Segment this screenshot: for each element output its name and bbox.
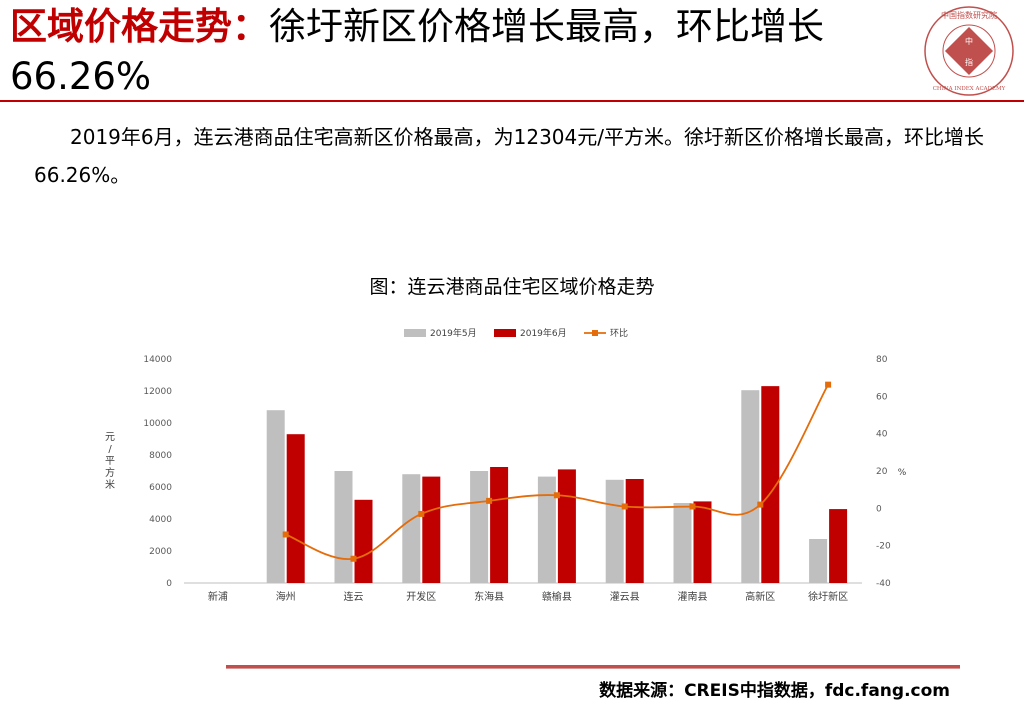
bar-june	[761, 386, 780, 583]
mom-marker	[689, 503, 696, 510]
y-tick-label: 6000	[149, 483, 172, 493]
bar-may	[741, 390, 760, 583]
page-title-rest: 徐圩新区价格增长最高，环比增长66.26%	[10, 5, 824, 98]
bar-june	[354, 499, 373, 583]
bar-june	[490, 467, 509, 583]
y2-tick-label: -40	[876, 579, 891, 589]
legend-label: 2019年5月	[430, 327, 477, 339]
x-tick-label: 徐圩新区	[808, 590, 848, 603]
svg-text:中: 中	[965, 36, 973, 46]
svg-text:指: 指	[965, 57, 973, 67]
x-tick-label: 赣榆县	[542, 590, 572, 603]
legend-swatch	[404, 329, 426, 337]
y-tick-label: 8000	[149, 451, 172, 461]
svg-text:中国指数研究院: 中国指数研究院	[941, 10, 997, 20]
y-tick-label: 14000	[143, 355, 172, 365]
bar-may	[470, 471, 489, 583]
legend-swatch	[494, 329, 516, 337]
mom-marker	[282, 531, 289, 538]
bar-june	[829, 509, 848, 583]
bar-may	[673, 503, 692, 583]
legend-marker	[592, 330, 598, 336]
x-tick-label: 新浦	[208, 590, 228, 603]
bar-may	[266, 410, 285, 583]
bar-june	[557, 469, 576, 583]
y-tick-label: 2000	[149, 547, 172, 557]
y-axis-label-char: 米	[105, 478, 115, 491]
page-title-highlight: 区域价格走势：	[10, 5, 269, 48]
footer-divider	[226, 665, 960, 668]
y-tick-label: 0	[166, 579, 172, 589]
y-axis-label-char: 元	[105, 432, 115, 443]
y2-tick-label: 60	[876, 392, 888, 402]
mom-line	[285, 384, 829, 560]
bar-june	[625, 479, 644, 583]
x-tick-label: 灌云县	[610, 591, 640, 603]
data-source: 数据来源：CREIS中指数据，fdc.fang.com	[599, 681, 950, 701]
mom-marker	[418, 510, 425, 517]
footer-divider-shadow	[226, 668, 960, 669]
bar-june	[286, 434, 305, 583]
y-axis-label-char: 方	[105, 466, 115, 479]
x-tick-label: 灌南县	[678, 590, 708, 603]
summary-paragraph: 2019年6月，连云港商品住宅高新区价格最高，为12304元/平方米。徐圩新区价…	[34, 125, 984, 187]
y-tick-label: 10000	[143, 419, 172, 429]
legend-label: 环比	[610, 327, 628, 339]
y2-tick-label: 0	[876, 504, 882, 514]
mom-marker	[486, 497, 493, 504]
y-axis-label-char: 平	[105, 456, 115, 467]
bar-may	[334, 471, 353, 583]
bar-may	[537, 476, 556, 583]
y2-axis-label: %	[898, 468, 907, 478]
x-tick-label: 高新区	[745, 590, 775, 603]
mom-marker	[621, 503, 628, 510]
x-tick-label: 开发区	[406, 590, 436, 603]
page-title: 区域价格走势：徐圩新区价格增长最高，环比增长66.26%	[10, 2, 910, 102]
chart-title: 图：连云港商品住宅区域价格走势	[369, 276, 655, 298]
mom-marker	[757, 501, 764, 508]
mom-marker	[553, 492, 560, 499]
y2-tick-label: 80	[876, 355, 888, 365]
y-tick-label: 4000	[149, 515, 172, 525]
x-tick-label: 连云	[344, 590, 364, 603]
y-axis-label-char: /	[108, 444, 112, 455]
bar-may	[605, 479, 624, 583]
mom-marker	[825, 381, 832, 388]
y2-tick-label: -20	[876, 542, 891, 552]
mom-marker	[350, 555, 357, 562]
academy-logo: 中 指 中国指数研究院 CHINA INDEX ACADEMY	[924, 6, 1014, 96]
x-tick-label: 东海县	[474, 590, 504, 603]
y-tick-label: 12000	[143, 387, 172, 397]
bar-june	[693, 501, 712, 583]
bar-june	[422, 476, 441, 583]
svg-text:CHINA INDEX ACADEMY: CHINA INDEX ACADEMY	[933, 86, 1006, 92]
y2-tick-label: 40	[876, 430, 888, 440]
bar-may	[402, 474, 421, 583]
bar-may	[809, 539, 828, 583]
y2-tick-label: 20	[876, 467, 888, 477]
title-divider	[0, 100, 1024, 102]
legend-label: 2019年6月	[520, 327, 567, 339]
x-tick-label: 海州	[276, 590, 296, 603]
